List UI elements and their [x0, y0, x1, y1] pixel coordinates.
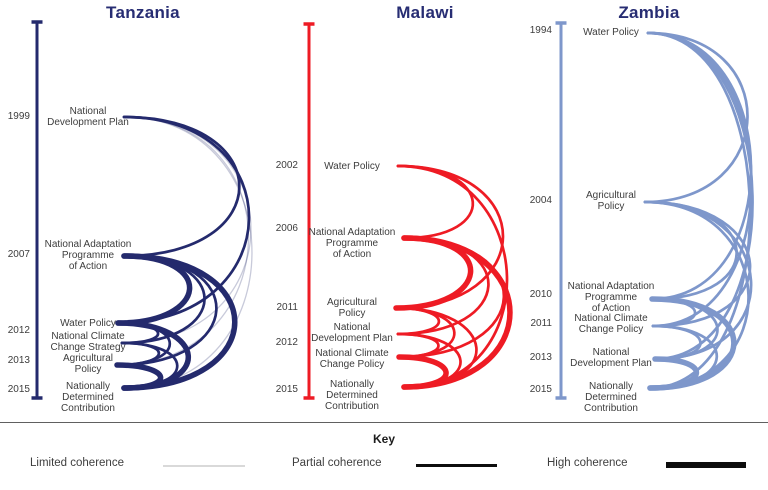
country-title-malawi: Malawi: [396, 3, 454, 22]
year-label: 2006: [275, 223, 298, 234]
year-label: 2015: [275, 384, 298, 395]
legend-label-partial: Partial coherence: [292, 457, 382, 469]
legend-label-limited: Limited coherence: [30, 457, 124, 469]
policy-label: National Climate Change Policy: [574, 313, 648, 335]
coherence-arc-high: [647, 356, 700, 391]
coherence-arc-partial: [122, 115, 241, 258]
policy-label: Agricultural Policy: [62, 353, 114, 375]
coherence-arc-partial: [396, 164, 475, 240]
key-title: Key: [372, 432, 395, 446]
coherence-arc-partial: [116, 115, 251, 325]
policy-label: National Development Plan: [47, 106, 129, 128]
coherence-arc-high: [393, 235, 474, 311]
year-label: 2011: [276, 302, 298, 313]
policy-label: Agricultural Policy: [585, 190, 637, 212]
year-label: 2002: [275, 160, 298, 171]
policy-label: National Adaptation Programme of Action: [44, 238, 132, 272]
coherence-arc-partial: [646, 31, 753, 301]
policy-label: Water Policy: [324, 160, 380, 172]
year-label: 2012: [275, 337, 298, 348]
country-title-tanzania: Tanzania: [106, 3, 180, 22]
year-label: 2011: [530, 318, 552, 329]
year-label: 2004: [529, 195, 552, 206]
coherence-arc-high: [121, 253, 238, 391]
coherence-arc-limited: [123, 116, 253, 389]
year-label: 2007: [7, 249, 30, 260]
policy-label: National Climate Change Strategy: [50, 331, 126, 353]
policy-label: National Adaptation Programme of Action: [567, 280, 655, 314]
year-label: 2010: [529, 289, 552, 300]
coherence-arc-limited: [116, 116, 250, 366]
policy-label: Nationally Determined Contribution: [325, 378, 379, 412]
coherence-arc-partial: [643, 31, 749, 204]
year-label: 2013: [529, 352, 552, 363]
policy-label: National Adaptation Programme of Action: [308, 226, 396, 260]
key-divider: [0, 422, 768, 423]
year-label: 1999: [7, 111, 30, 122]
legend-line-high-swatch: [666, 462, 746, 468]
year-label: 2015: [529, 384, 552, 395]
labels-layer: Tanzania 1999 National Development Plan 200…: [7, 3, 680, 414]
legend-label-high: High coherence: [547, 457, 628, 469]
policy-label: National Climate Change Policy: [315, 348, 389, 370]
year-label: 2015: [7, 384, 30, 395]
policy-label: Agricultural Policy: [326, 297, 378, 319]
policy-label: Water Policy: [583, 26, 639, 38]
coherence-arc-high: [115, 253, 193, 326]
coherence-arc-partial: [643, 200, 738, 301]
coherence-arc-high: [396, 354, 449, 390]
policy-label: Nationally Determined Contribution: [584, 380, 638, 414]
country-title-zambia: Zambia: [618, 3, 680, 22]
policy-label: Water Policy: [60, 317, 116, 329]
policy-label: National Development Plan: [311, 322, 393, 344]
coherence-arc-high: [114, 362, 164, 391]
legend-line-limited-swatch: [163, 465, 245, 467]
legend-line-partial-swatch: [416, 464, 497, 467]
year-label: 2013: [7, 355, 30, 366]
policy-label: Nationally Determined Contribution: [61, 380, 115, 414]
policy-label: National Development Plan: [570, 347, 652, 369]
arc-diagram-canvas: [31, 20, 754, 400]
year-label: 2012: [7, 325, 30, 336]
year-label: 1994: [529, 25, 552, 36]
